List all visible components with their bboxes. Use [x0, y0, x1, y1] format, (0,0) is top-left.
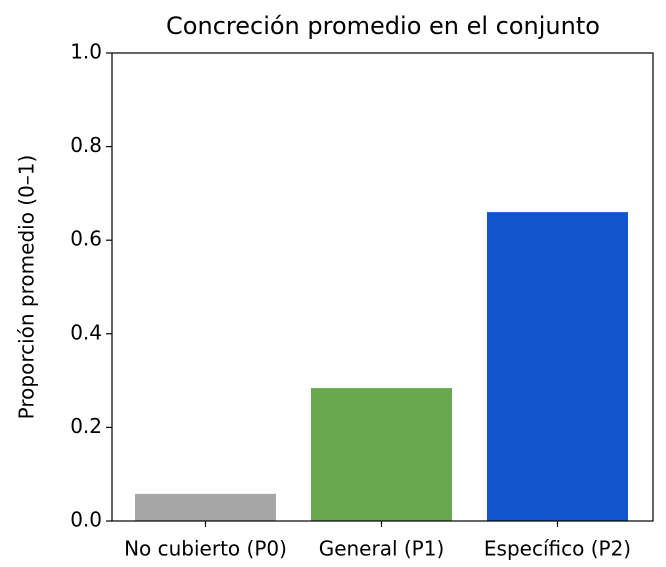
y-tick-label: 0.0	[70, 508, 102, 532]
x-tick-label: No cubierto (P0)	[124, 537, 287, 561]
y-tick-label: 1.0	[70, 40, 102, 64]
y-axis-label: Proporción promedio (0–1)	[15, 155, 39, 420]
x-tick-label: General (P1)	[319, 537, 445, 561]
y-tick-label: 0.8	[70, 133, 102, 157]
bar	[135, 493, 276, 521]
x-tick-label: Específico (P2)	[484, 537, 631, 561]
y-tick-label: 0.2	[70, 414, 102, 438]
y-tick-label: 0.4	[70, 320, 102, 344]
bar	[487, 212, 628, 521]
plot-frame	[111, 52, 654, 522]
bar	[311, 388, 452, 521]
y-tick-label: 0.6	[70, 227, 102, 251]
chart-title: Concreción promedio en el conjunto	[166, 12, 600, 40]
